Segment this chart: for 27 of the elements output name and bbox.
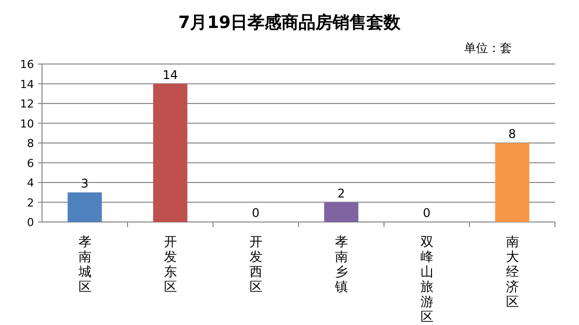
bar [495, 143, 530, 222]
data-label: 3 [80, 176, 89, 190]
y-tick-label: 4 [27, 176, 34, 190]
x-tick-label: 双峰山旅游区 [420, 235, 434, 325]
y-tick-label: 16 [20, 58, 34, 71]
x-tick-label: 开发西区 [249, 235, 262, 295]
data-label: 14 [162, 68, 178, 82]
x-tick-label: 开发东区 [164, 235, 177, 295]
bar [324, 202, 358, 222]
y-tick-label: 8 [27, 137, 34, 150]
y-tick-label: 14 [20, 78, 34, 91]
bar [68, 192, 102, 222]
y-tick-label: 12 [20, 98, 34, 110]
chart-title: 7月19日孝感商品房销售套数 [178, 13, 402, 33]
y-tick-label: 6 [27, 156, 34, 170]
y-tick-label: 2 [27, 196, 34, 210]
x-tick-label: 南大经济区 [506, 235, 519, 310]
bar [153, 84, 188, 222]
x-tick-label: 孝南城区 [77, 235, 92, 295]
x-tick-label: 孝南乡镇 [334, 235, 348, 295]
data-label: 0 [252, 206, 260, 220]
y-tick-label: 10 [20, 117, 34, 130]
data-label: 0 [422, 206, 431, 220]
text: 单位：套 [464, 41, 512, 55]
y-tick-label: 0 [27, 216, 34, 229]
data-label: 2 [337, 186, 346, 200]
data-label: 8 [508, 127, 516, 141]
